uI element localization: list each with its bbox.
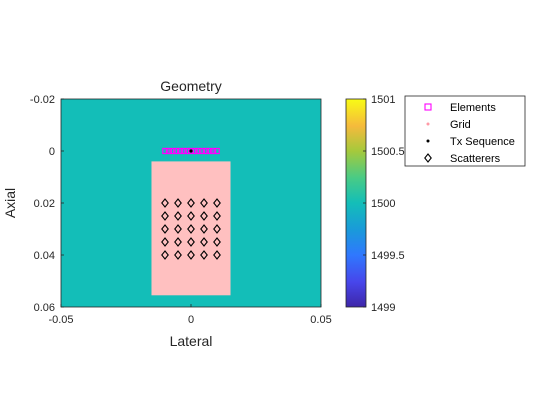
scatterers-point — [200, 237, 208, 247]
scatterers-point — [174, 237, 182, 247]
plot-area — [61, 99, 321, 307]
legend-marker-tx-sequence — [426, 139, 430, 143]
elements-point — [169, 147, 176, 155]
scatterers-point — [161, 224, 169, 234]
y-tick-label: 0.02 — [34, 198, 55, 210]
scatterers-point — [174, 198, 182, 208]
legend-label-scatterers: Scatterers — [450, 153, 501, 165]
scatterers-point — [161, 211, 169, 221]
scatterers-point — [174, 224, 182, 234]
legend: Elements Grid Tx Sequence Scatterers — [404, 95, 526, 167]
x-tick-label: 0 — [188, 314, 194, 326]
legend-marker-scatterers — [424, 153, 432, 163]
scatterers-point — [200, 198, 208, 208]
region-0 — [151, 161, 231, 296]
colorbar-tick-label: 1501 — [371, 94, 395, 106]
chart-title: Geometry — [160, 78, 221, 94]
elements-point — [206, 147, 213, 155]
elements-point — [210, 147, 217, 155]
scatterers-point — [174, 211, 182, 221]
scatterers-point — [174, 250, 182, 260]
scatterers-point — [187, 198, 195, 208]
scatterers-point — [213, 211, 221, 221]
scatterers-point — [187, 250, 195, 260]
legend-marker-elements — [424, 103, 432, 111]
colorbar-tick-label: 1499.5 — [371, 250, 405, 262]
x-tick-label: -0.05 — [48, 314, 73, 326]
scatterers-point — [161, 198, 169, 208]
scatterers-point — [187, 224, 195, 234]
colorbar: 1499 1499.5 1500 1500.5 1501 — [345, 94, 405, 314]
elements-point — [202, 147, 209, 155]
legend-label-grid: Grid — [450, 119, 471, 131]
scatterers-point — [200, 224, 208, 234]
chart-marks — [161, 147, 221, 260]
tx-sequence-point — [189, 149, 193, 153]
y-tick-label: 0.04 — [34, 250, 55, 262]
elements-point — [198, 147, 206, 155]
legend-marker-grid — [426, 122, 430, 126]
colorbar-tick-label: 1500 — [371, 198, 395, 210]
legend-label-elements: Elements — [450, 102, 496, 114]
axes: -0.05 0 0.05 -0.02 0 0.02 0.04 0.06 — [30, 94, 332, 326]
elements-point — [187, 147, 195, 155]
elements-point — [176, 147, 184, 155]
y-tick-label: 0.06 — [34, 302, 55, 314]
elements-point — [213, 147, 220, 155]
elements-point — [173, 147, 180, 155]
scatterers-point — [213, 198, 221, 208]
scatterers-point — [161, 237, 169, 247]
colorbar-tick-label: 1499 — [371, 302, 395, 314]
y-tick-label: -0.02 — [30, 94, 55, 106]
elements-point — [162, 147, 169, 155]
x-tick-label: 0.05 — [310, 314, 331, 326]
elements-point — [195, 147, 202, 155]
y-tick-label: 0 — [49, 146, 55, 158]
scatterers-point — [213, 250, 221, 260]
legend-label-tx-sequence: Tx Sequence — [450, 136, 515, 148]
colorbar-tick-label: 1500.5 — [371, 146, 405, 158]
scatterers-point — [161, 250, 169, 260]
scatterers-point — [213, 224, 221, 234]
elements-point — [165, 147, 172, 155]
scatterers-point — [187, 237, 195, 247]
scatterers-point — [200, 211, 208, 221]
y-axis-label: Axial — [2, 188, 18, 218]
x-axis-label: Lateral — [170, 333, 213, 349]
scatterers-point — [213, 237, 221, 247]
elements-point — [180, 147, 187, 155]
scatterers-point — [200, 250, 208, 260]
scatterers-point — [187, 211, 195, 221]
